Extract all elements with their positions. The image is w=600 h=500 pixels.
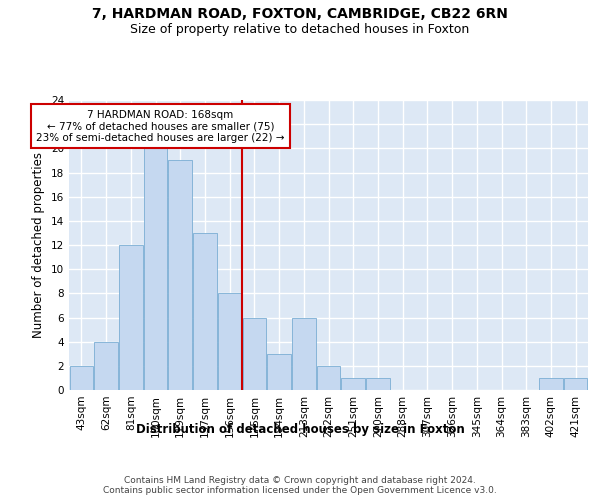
Bar bbox=[169, 160, 192, 390]
Bar bbox=[94, 342, 118, 390]
Bar bbox=[317, 366, 340, 390]
Y-axis label: Number of detached properties: Number of detached properties bbox=[32, 152, 46, 338]
Bar bbox=[564, 378, 587, 390]
Bar bbox=[144, 148, 167, 390]
Bar bbox=[218, 294, 241, 390]
Bar bbox=[119, 245, 143, 390]
Text: Contains HM Land Registry data © Crown copyright and database right 2024.
Contai: Contains HM Land Registry data © Crown c… bbox=[103, 476, 497, 495]
Bar bbox=[193, 233, 217, 390]
Text: Size of property relative to detached houses in Foxton: Size of property relative to detached ho… bbox=[130, 22, 470, 36]
Bar bbox=[292, 318, 316, 390]
Bar bbox=[366, 378, 389, 390]
Bar bbox=[242, 318, 266, 390]
Text: 7, HARDMAN ROAD, FOXTON, CAMBRIDGE, CB22 6RN: 7, HARDMAN ROAD, FOXTON, CAMBRIDGE, CB22… bbox=[92, 8, 508, 22]
Bar bbox=[268, 354, 291, 390]
Bar bbox=[70, 366, 93, 390]
Text: 7 HARDMAN ROAD: 168sqm
← 77% of detached houses are smaller (75)
23% of semi-det: 7 HARDMAN ROAD: 168sqm ← 77% of detached… bbox=[36, 110, 284, 143]
Bar bbox=[341, 378, 365, 390]
Text: Distribution of detached houses by size in Foxton: Distribution of detached houses by size … bbox=[136, 422, 464, 436]
Bar bbox=[539, 378, 563, 390]
